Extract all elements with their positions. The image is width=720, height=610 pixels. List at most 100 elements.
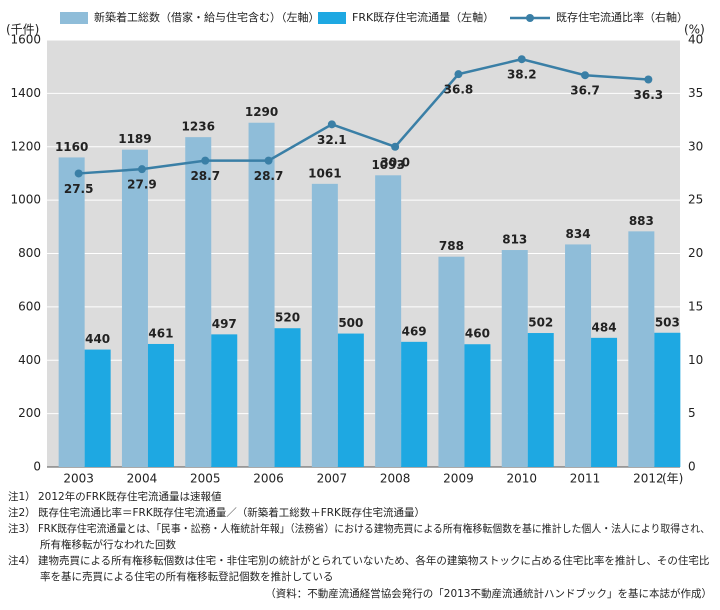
x-tick-label: 2010: [506, 472, 537, 486]
x-tick-label: 2004: [127, 472, 158, 486]
value-label: 1093: [371, 158, 404, 172]
note-text: 2012年のFRK既存住宅流通量は速報値: [38, 490, 222, 503]
value-label: 1189: [118, 132, 151, 146]
value-label: 500: [338, 316, 363, 330]
x-unit: (年): [662, 472, 683, 486]
y2-tick-label: 20: [688, 246, 703, 260]
x-tick-label: 2008: [380, 472, 411, 486]
y2-tick-label: 25: [688, 193, 703, 207]
y2-tick-label: 35: [688, 86, 703, 100]
line: [78, 57, 649, 175]
line-marker: [581, 71, 590, 80]
y-tick-label: 400: [18, 353, 41, 367]
y2-tick-label: 10: [688, 353, 703, 367]
y-tick-label: 0: [33, 460, 41, 474]
y2-tick-label: 40: [688, 33, 703, 47]
y-tick-label: 800: [18, 246, 41, 260]
y-tick-label: 1000: [10, 193, 41, 207]
y2-tick-label: 5: [688, 406, 696, 420]
value-label: 28.7: [190, 169, 220, 183]
bar: [84, 349, 111, 467]
value-label: 461: [148, 326, 173, 340]
value-label: 1160: [55, 140, 88, 154]
bar: [211, 334, 238, 467]
value-label: 502: [528, 316, 553, 330]
bar: [527, 333, 554, 467]
legend-label: 新築着工総数（借家・給与住宅含む）（左軸）: [94, 10, 320, 24]
value-label: 30.0: [380, 155, 410, 169]
value-label: 27.5: [64, 182, 94, 196]
bar: [274, 328, 301, 467]
value-label: 1290: [245, 105, 278, 119]
source: （資料：不動産流通経営協会発行の「2013不動産流通統計ハンドブック」を基に本誌…: [265, 587, 712, 600]
value-label: 484: [592, 320, 617, 334]
y2-tick-label: 0: [688, 460, 696, 474]
y-tick-label: 600: [18, 299, 41, 313]
bar: [311, 183, 338, 467]
x-tick-label: 2011: [570, 472, 601, 486]
value-label: 788: [439, 239, 464, 253]
value-label: 469: [402, 324, 427, 338]
y-tick-label: 1200: [10, 139, 41, 153]
value-label: 497: [212, 317, 237, 331]
value-label: 460: [465, 327, 490, 341]
bar: [147, 343, 174, 467]
bar: [501, 250, 528, 467]
line-marker: [644, 75, 653, 84]
x-tick-label: 2005: [190, 472, 221, 486]
legend-swatch: [526, 14, 534, 22]
value-label: 440: [85, 332, 110, 346]
note-mark: 注1）: [8, 490, 36, 503]
bar: [375, 175, 402, 468]
y-tick-label: 1600: [10, 33, 41, 47]
bar: [438, 256, 465, 467]
note-text: 率を基に売買による住宅の所有権移転登記個数を推計している: [40, 570, 333, 583]
value-label: 27.9: [127, 178, 157, 192]
value-label: 28.7: [254, 169, 284, 183]
line-marker: [327, 120, 336, 129]
x-tick-label: 2012: [633, 472, 664, 486]
note-mark: 注3）: [8, 522, 36, 535]
bar: [565, 244, 592, 467]
bar: [185, 137, 212, 467]
y-unit: (千件): [6, 23, 39, 37]
value-label: 813: [502, 233, 527, 247]
note-text: FRK既存住宅流通量とは、「民事・訟務・人権統計年報」（法務省）における建物売買…: [38, 522, 710, 535]
value-label: 38.2: [507, 68, 537, 82]
bar: [248, 122, 275, 467]
y-tick-label: 1400: [10, 86, 41, 100]
bar: [121, 149, 148, 468]
x-tick-label: 2009: [443, 472, 474, 486]
line-marker: [517, 55, 526, 64]
line-marker: [137, 165, 146, 174]
value-label: 520: [275, 311, 300, 325]
note-text: 既存住宅流通比率＝FRK既存住宅流通量／（新築着工総数＋FRK既存住宅流通量）: [38, 506, 425, 519]
y2-unit: (%): [684, 23, 705, 37]
bar: [654, 332, 681, 467]
bar: [628, 231, 655, 467]
legend-swatch: [318, 12, 346, 24]
bar: [591, 337, 618, 467]
value-label: 32.1: [317, 133, 347, 147]
line-marker: [201, 156, 210, 165]
note-text: 所有権移転が行なわれた回数: [40, 538, 176, 551]
value-label: 36.3: [634, 88, 664, 102]
bar: [464, 344, 491, 467]
note-mark: 注4）: [8, 554, 36, 567]
legend-label: FRK既存住宅流通量（左軸）: [352, 10, 494, 24]
bar: [337, 333, 364, 467]
bar: [58, 157, 85, 468]
line-marker: [264, 156, 273, 165]
value-label: 503: [655, 315, 680, 329]
value-label: 36.7: [570, 84, 600, 98]
x-tick-label: 2003: [63, 472, 94, 486]
value-label: 834: [566, 227, 591, 241]
note-text: 建物売買による所有権移転個数は住宅・非住宅別の統計がとられていないため、各年の建…: [38, 554, 709, 567]
value-label: 36.8: [444, 83, 474, 97]
value-label: 1236: [182, 120, 215, 134]
x-tick-label: 2006: [253, 472, 284, 486]
value-label: 883: [629, 214, 654, 228]
y-tick-label: 200: [18, 406, 41, 420]
line-marker: [454, 70, 463, 79]
